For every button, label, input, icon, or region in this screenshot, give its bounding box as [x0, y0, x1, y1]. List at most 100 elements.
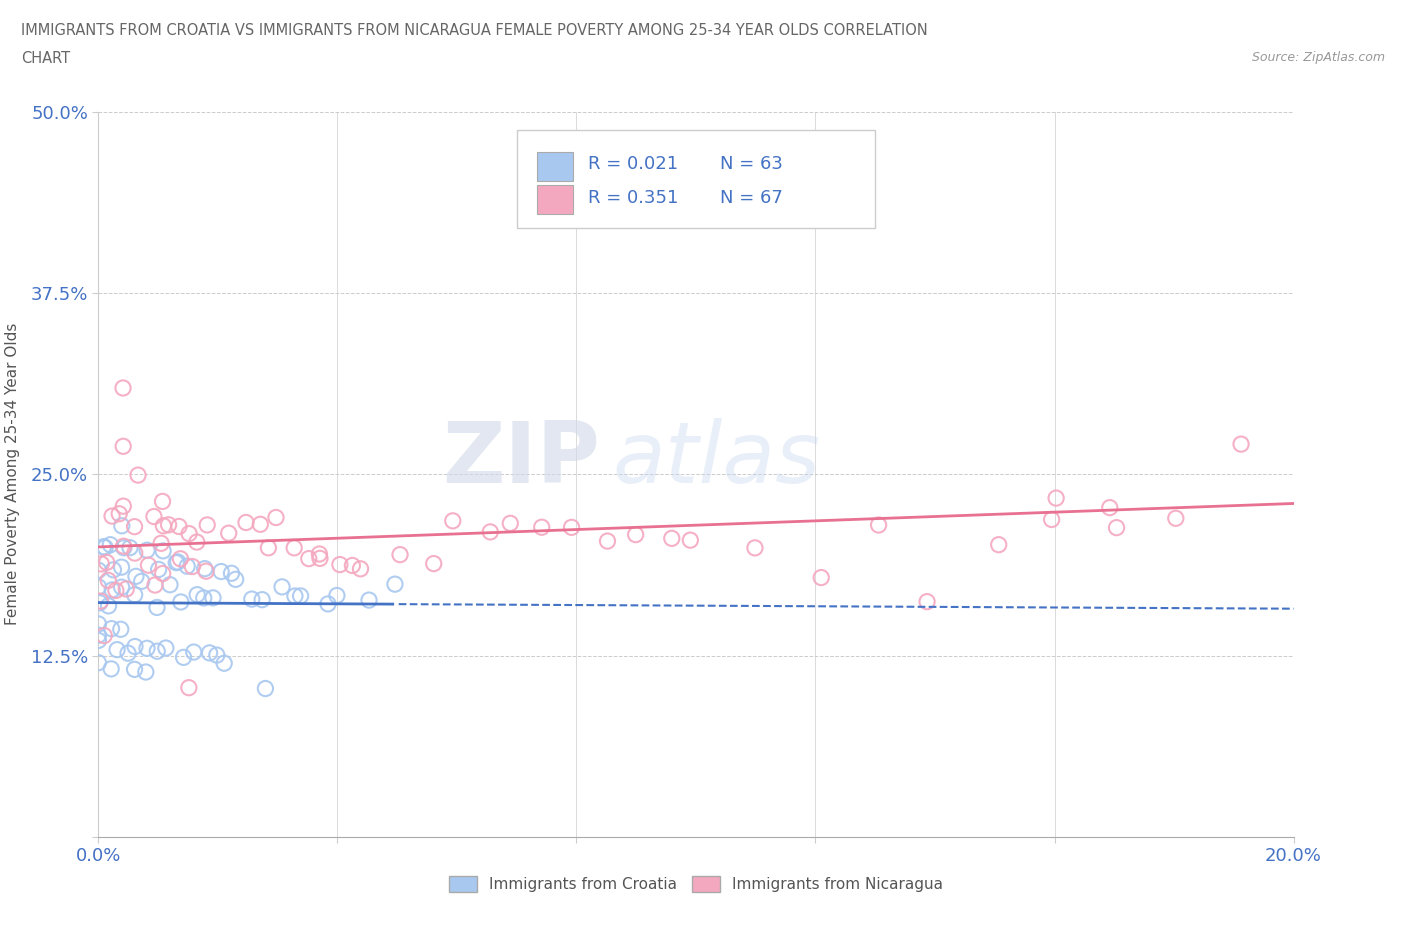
Point: [1105, 520, 1128, 535]
Point: [155, 641, 177, 656]
Point: [159, 578, 181, 592]
Point: [1098, 500, 1121, 515]
Point: [87, 628, 110, 643]
Point: [201, 591, 224, 605]
Point: [152, 566, 174, 581]
Point: [225, 572, 247, 587]
Point: [240, 591, 263, 606]
Text: IMMIGRANTS FROM CROATIA VS IMMIGRANTS FROM NICARAGUA FEMALE POVERTY AMONG 25-34 : IMMIGRANTS FROM CROATIA VS IMMIGRANTS FR…: [21, 23, 928, 38]
Point: [125, 569, 148, 584]
Point: [152, 518, 174, 533]
Point: [124, 588, 146, 603]
Point: [124, 662, 146, 677]
Point: [103, 563, 125, 578]
Bar: [537, 152, 572, 180]
Point: [115, 581, 138, 596]
Point: [101, 582, 124, 597]
Point: [111, 380, 134, 395]
Point: [150, 536, 173, 551]
Bar: [537, 185, 572, 215]
Point: [167, 519, 190, 534]
Point: [124, 546, 146, 561]
Point: [212, 656, 235, 671]
Text: N = 63: N = 63: [720, 155, 783, 173]
Point: [96, 555, 118, 570]
Point: [316, 596, 339, 611]
Point: [193, 591, 215, 605]
Point: [177, 680, 200, 695]
Point: [143, 578, 166, 592]
Text: N = 67: N = 67: [720, 189, 783, 206]
Point: [166, 554, 188, 569]
Point: [499, 516, 522, 531]
Point: [112, 498, 135, 513]
Point: [90, 593, 112, 608]
Point: [298, 551, 321, 566]
Point: [117, 645, 139, 660]
Point: [349, 562, 371, 577]
Text: ZIP: ZIP: [443, 418, 600, 501]
Point: [679, 533, 702, 548]
Point: [290, 589, 312, 604]
Point: [561, 520, 583, 535]
Point: [112, 540, 135, 555]
Point: [422, 556, 444, 571]
Point: [357, 592, 380, 607]
Point: [329, 557, 352, 572]
Point: [146, 644, 169, 658]
Point: [209, 565, 232, 579]
Point: [284, 589, 307, 604]
Point: [142, 509, 165, 524]
Y-axis label: Female Poverty Among 25-34 Year Olds: Female Poverty Among 25-34 Year Olds: [4, 323, 20, 626]
Point: [195, 517, 218, 532]
Point: [987, 538, 1010, 552]
Point: [93, 628, 115, 643]
Point: [157, 517, 180, 532]
Point: [1164, 511, 1187, 525]
Point: [624, 527, 647, 542]
Point: [179, 526, 201, 541]
Point: [89, 595, 111, 610]
Point: [195, 564, 218, 578]
Point: [441, 513, 464, 528]
Point: [112, 439, 135, 454]
Point: [271, 579, 294, 594]
Point: [326, 588, 349, 603]
FancyBboxPatch shape: [517, 130, 875, 228]
Point: [124, 519, 146, 534]
Text: R = 0.021: R = 0.021: [589, 155, 679, 173]
Point: [148, 562, 170, 577]
Point: [915, 594, 938, 609]
Point: [661, 531, 683, 546]
Point: [112, 538, 135, 553]
Text: Source: ZipAtlas.com: Source: ZipAtlas.com: [1251, 51, 1385, 64]
Text: atlas: atlas: [613, 418, 820, 501]
Point: [138, 558, 160, 573]
Point: [868, 518, 890, 533]
Point: [110, 622, 132, 637]
Point: [218, 525, 240, 540]
Point: [146, 600, 169, 615]
Point: [100, 661, 122, 676]
Point: [169, 551, 191, 566]
Point: [87, 656, 110, 671]
Point: [309, 551, 332, 565]
Point: [186, 535, 208, 550]
Point: [389, 547, 412, 562]
Point: [135, 665, 157, 680]
Point: [1045, 491, 1067, 506]
Point: [257, 540, 280, 555]
Point: [93, 539, 115, 554]
Point: [181, 559, 204, 574]
Point: [131, 574, 153, 589]
Point: [136, 641, 159, 656]
Point: [98, 538, 121, 552]
Point: [110, 579, 132, 594]
Point: [105, 643, 128, 658]
Point: [170, 594, 193, 609]
Point: [124, 639, 146, 654]
Point: [479, 525, 502, 539]
Point: [136, 543, 159, 558]
Point: [152, 494, 174, 509]
Point: [108, 506, 131, 521]
